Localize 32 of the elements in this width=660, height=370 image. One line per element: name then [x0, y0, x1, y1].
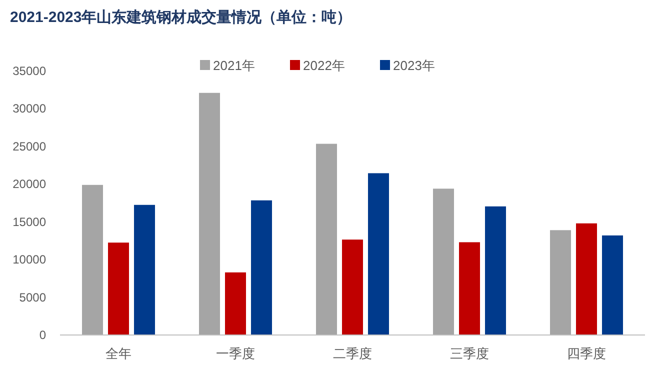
bar: [108, 242, 129, 335]
bar: [485, 206, 506, 335]
y-tick-label: 5000: [19, 290, 46, 304]
y-tick-label: 15000: [12, 214, 46, 229]
x-tick-label: 三季度: [450, 346, 489, 361]
bar: [602, 235, 623, 335]
legend-label: 2021年: [213, 58, 255, 73]
x-tick-label: 一季度: [216, 346, 255, 361]
bar: [576, 223, 597, 335]
bar: [134, 204, 155, 335]
legend-label: 2022年: [303, 58, 345, 73]
bar: [550, 230, 571, 335]
y-tick-label: 10000: [12, 252, 46, 267]
bar: [251, 200, 272, 335]
bar: [459, 242, 480, 335]
bar: [316, 144, 337, 335]
legend-label: 2023年: [393, 58, 435, 73]
bar: [368, 173, 389, 335]
y-tick-label: 0: [39, 328, 46, 342]
y-tick-label: 35000: [12, 64, 46, 78]
x-tick-label: 全年: [106, 346, 132, 361]
y-tick-label: 25000: [12, 139, 46, 154]
bar: [342, 240, 363, 335]
x-tick-label: 四季度: [567, 346, 606, 361]
x-tick-label: 二季度: [333, 346, 372, 361]
y-tick-label: 30000: [12, 102, 46, 116]
y-tick-label: 20000: [12, 177, 46, 192]
bar: [433, 188, 454, 335]
bar: [199, 92, 220, 335]
bar: [82, 184, 103, 335]
chart-title: 2021-2023年山东建筑钢材成交量情况（单位：吨）: [10, 8, 352, 26]
bar: [225, 272, 246, 335]
